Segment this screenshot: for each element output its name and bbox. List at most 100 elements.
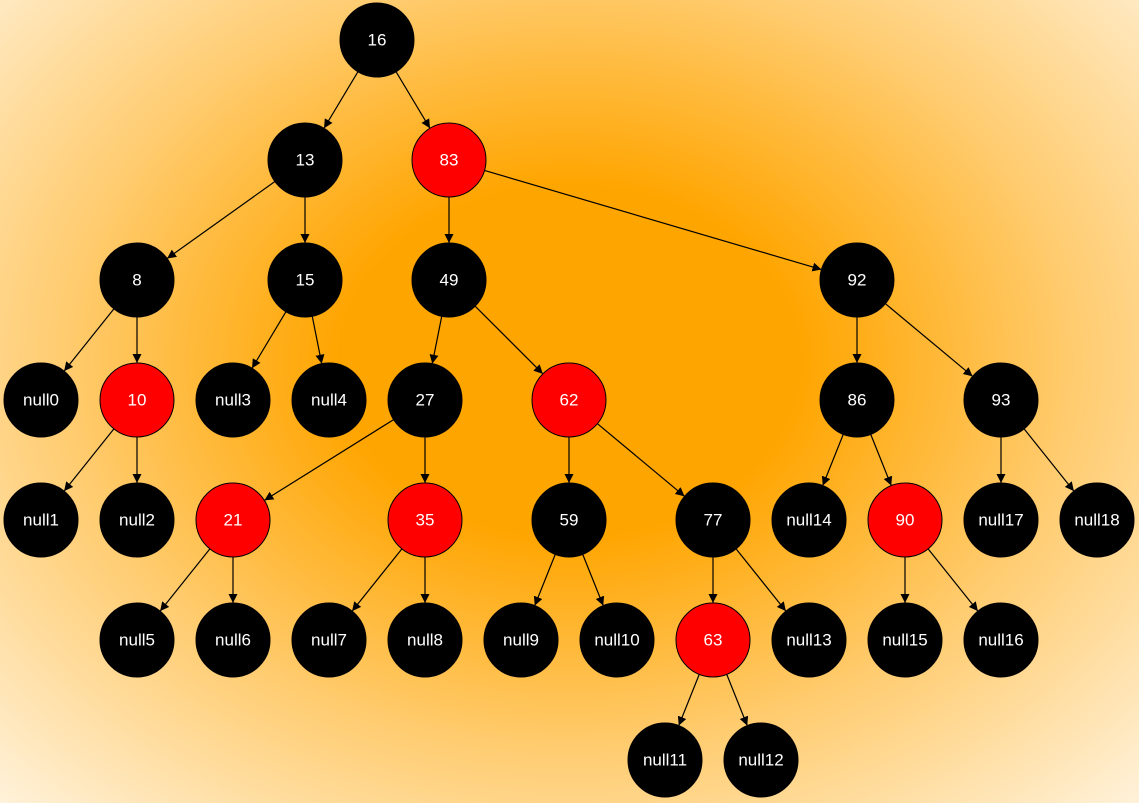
node-circle-null17	[963, 482, 1039, 558]
tree-node-null1: null1	[3, 482, 79, 558]
node-label-n62: 62	[560, 391, 579, 410]
edge-n15-null3	[251, 311, 287, 369]
node-label-n15: 15	[296, 271, 315, 290]
node-label-n90: 90	[896, 511, 915, 530]
tree-node-null6: null6	[195, 602, 271, 678]
tree-node-n90: 90	[867, 482, 943, 558]
tree-node-null3: null3	[195, 362, 271, 438]
tree-node-null0: null0	[3, 362, 79, 438]
tree-node-n8: 8	[99, 242, 175, 318]
node-circle-null5	[99, 602, 175, 678]
edge-n83-n92	[484, 169, 822, 272]
tree-node-null9: null9	[483, 602, 559, 678]
node-circle-null18	[1059, 482, 1135, 558]
node-label-n13: 13	[296, 151, 315, 170]
node-label-null8: null8	[407, 631, 443, 650]
node-circle-null12	[723, 722, 799, 798]
node-label-null10: null10	[594, 631, 639, 650]
node-label-n8: 8	[132, 271, 141, 290]
tree-node-null10: null10	[579, 602, 655, 678]
tree-node-n59: 59	[531, 482, 607, 558]
node-label-null16: null16	[978, 631, 1023, 650]
tree-node-null13: null13	[771, 602, 847, 678]
node-label-null7: null7	[311, 631, 347, 650]
node-circle-n10	[99, 362, 175, 438]
node-circle-n59	[531, 482, 607, 558]
node-label-null14: null14	[786, 511, 831, 530]
node-circle-null0	[3, 362, 79, 438]
node-circle-n83	[411, 122, 487, 198]
node-label-null15: null15	[882, 631, 927, 650]
edge-n59-null9	[533, 554, 556, 606]
edge-n16-n83	[395, 71, 431, 129]
tree-node-null7: null7	[291, 602, 367, 678]
node-circle-n35	[387, 482, 463, 558]
node-circle-null10	[579, 602, 655, 678]
node-circle-n21	[195, 482, 271, 558]
node-label-n35: 35	[416, 511, 435, 530]
node-circle-null4	[291, 362, 367, 438]
node-label-null5: null5	[119, 631, 155, 650]
node-label-null3: null3	[215, 391, 251, 410]
tree-node-null17: null17	[963, 482, 1039, 558]
tree-node-null15: null15	[867, 602, 943, 678]
node-circle-null16	[963, 602, 1039, 678]
node-circle-null7	[291, 602, 367, 678]
tree-node-n15: 15	[267, 242, 343, 318]
edge-n16-n13	[323, 71, 359, 129]
node-circle-n8	[99, 242, 175, 318]
tree-node-null16: null16	[963, 602, 1039, 678]
tree-node-n62: 62	[531, 362, 607, 438]
tree-node-n21: 21	[195, 482, 271, 558]
node-circle-null11	[627, 722, 703, 798]
edge-n63-null11	[677, 674, 700, 726]
node-label-null17: null17	[978, 511, 1023, 530]
tree-node-null8: null8	[387, 602, 463, 678]
node-circle-null2	[99, 482, 175, 558]
node-label-n59: 59	[560, 511, 579, 530]
node-label-n93: 93	[992, 391, 1011, 410]
edge-n27-n21	[264, 419, 394, 501]
edge-n59-null10	[582, 554, 605, 606]
node-label-null0: null0	[23, 391, 59, 410]
node-label-null4: null4	[311, 391, 347, 410]
node-label-n63: 63	[704, 631, 723, 650]
edge-n8-null0	[63, 308, 115, 372]
node-circle-n27	[387, 362, 463, 438]
node-circle-null6	[195, 602, 271, 678]
node-label-null11: null11	[643, 751, 687, 770]
edge-n92-n93	[885, 303, 973, 377]
node-circle-n77	[675, 482, 751, 558]
node-label-n83: 83	[440, 151, 459, 170]
tree-node-null18: null18	[1059, 482, 1135, 558]
tree-node-n83: 83	[411, 122, 487, 198]
node-label-null6: null6	[215, 631, 251, 650]
tree-node-n93: 93	[963, 362, 1039, 438]
tree-node-n92: 92	[819, 242, 895, 318]
node-circle-n62	[531, 362, 607, 438]
node-label-n77: 77	[704, 511, 723, 530]
node-label-n16: 16	[368, 31, 387, 50]
node-label-null18: null18	[1074, 511, 1119, 530]
edge-n63-null12	[726, 674, 749, 726]
tree-node-n49: 49	[411, 242, 487, 318]
node-label-null13: null13	[786, 631, 831, 650]
node-label-n86: 86	[848, 391, 867, 410]
tree-node-n77: 77	[675, 482, 751, 558]
edge-n49-n62	[474, 305, 544, 375]
edge-n62-n77	[597, 423, 685, 497]
tree-node-null4: null4	[291, 362, 367, 438]
edge-n90-null16	[927, 548, 979, 612]
node-label-n92: 92	[848, 271, 867, 290]
node-label-n21: 21	[224, 511, 243, 530]
node-label-null1: null1	[23, 511, 59, 530]
edge-n77-null13	[735, 548, 787, 612]
node-circle-null14	[771, 482, 847, 558]
edge-n93-null18	[1023, 428, 1075, 492]
tree-node-null11: null11	[627, 722, 703, 798]
node-circle-n86	[819, 362, 895, 438]
node-circle-n90	[867, 482, 943, 558]
node-circle-null8	[387, 602, 463, 678]
